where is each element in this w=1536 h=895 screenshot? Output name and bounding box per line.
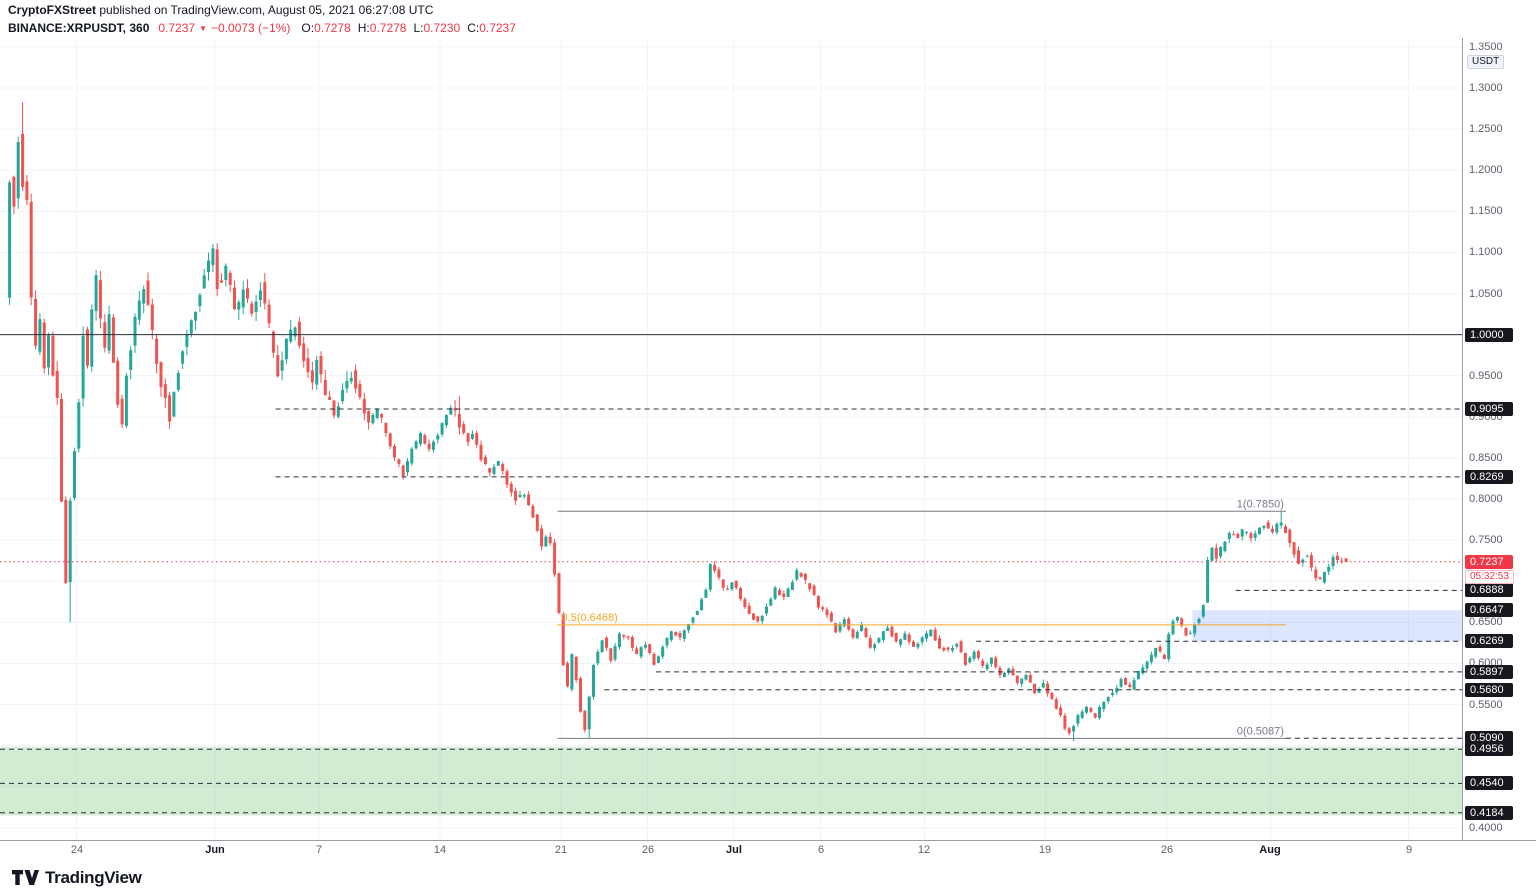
symbol-info-bar: BINANCE:XRPUSDT, 360 0.7237 ▼ −0.0073 (−… <box>8 18 523 38</box>
price-axis-label: 0.4000 <box>1469 822 1503 834</box>
time-axis-label: 24 <box>70 844 84 856</box>
time-axis-label: 9 <box>1405 844 1413 856</box>
price-axis-label: 0.9500 <box>1469 370 1503 382</box>
price-axis-label: 1.3500 <box>1469 41 1503 53</box>
grid <box>0 38 1462 840</box>
axis-corner <box>1462 840 1536 860</box>
time-axis-label: Aug <box>1259 844 1281 856</box>
price-level-badge: 0.6647 <box>1465 603 1513 617</box>
price-level-badge: 0.4540 <box>1465 776 1513 790</box>
time-axis-label: 7 <box>315 844 323 856</box>
blue-zone <box>1192 610 1462 642</box>
candlestick-chart[interactable]: 1(0.7850) 0.5(0.6468) 0(0.5087) <box>0 38 1462 840</box>
fib-label: 0(0.5087) <box>1237 725 1284 737</box>
price-axis-label: 0.8500 <box>1469 452 1503 464</box>
tradingview-logo-icon <box>12 869 39 885</box>
fib-retracement[interactable]: 1(0.7850) 0.5(0.6468) 0(0.5087) <box>557 498 1286 739</box>
publish-info: published on TradingView.com, August 05,… <box>99 3 434 17</box>
time-axis-label: 14 <box>433 844 447 856</box>
price-level-badge: 0.6269 <box>1465 634 1513 648</box>
price-axis-label: 1.3000 <box>1469 82 1503 94</box>
tradingview-logo[interactable]: TradingView <box>12 868 142 888</box>
publish-header: CryptoFXStreet published on TradingView.… <box>0 0 1536 18</box>
price-level-badge: 0.4956 <box>1465 742 1513 756</box>
candles <box>8 102 1348 742</box>
price-level-badge: 0.6888 <box>1465 583 1513 597</box>
time-axis-label: 12 <box>917 844 931 856</box>
fib-label: 1(0.7850) <box>1237 498 1284 510</box>
time-axis-label: Jun <box>205 844 225 856</box>
currency-unit-badge: USDT <box>1467 55 1505 69</box>
price-level-badge: 0.4184 <box>1465 806 1513 820</box>
price-axis-label: 1.0500 <box>1469 288 1503 300</box>
publisher-name: CryptoFXStreet <box>8 3 97 17</box>
footer: TradingView <box>0 860 1536 895</box>
price-axis-label: 1.2000 <box>1469 164 1503 176</box>
time-axis-label: 6 <box>817 844 825 856</box>
price-axis-label: 0.6500 <box>1469 616 1503 628</box>
time-axis-label: 26 <box>641 844 655 856</box>
price-level-badge: 0.5680 <box>1465 683 1513 697</box>
time-axis-label: 26 <box>1160 844 1174 856</box>
current-price-badge: 0.7237 <box>1465 555 1513 569</box>
fib-label: 0.5(0.6468) <box>562 612 618 624</box>
close-value: C:0.7237 <box>467 21 516 35</box>
price-level-badge: 0.8269 <box>1465 470 1513 484</box>
time-axis[interactable]: 24 Jun 7 14 21 26 Jul 6 12 19 26 Aug 9 <box>0 840 1462 860</box>
price-level-badge: 1.0000 <box>1465 328 1513 342</box>
time-axis-label: 19 <box>1038 844 1052 856</box>
price-axis-label: 1.1500 <box>1469 205 1503 217</box>
horizontal-levels[interactable] <box>0 334 1462 814</box>
price-axis-label: 0.5500 <box>1469 699 1503 711</box>
price-level-badge: 0.9095 <box>1465 402 1513 416</box>
low-value: L:0.7230 <box>413 21 461 35</box>
time-axis-label: 21 <box>554 844 568 856</box>
tradingview-brand-text: TradingView <box>45 867 142 887</box>
symbol-name[interactable]: BINANCE:XRPUSDT, 360 <box>8 21 150 35</box>
price-axis[interactable]: 1.3500 1.3000 1.2500 1.2000 1.1500 1.1000 1.05… <box>1462 38 1536 840</box>
price-change: −0.0073 (−1%) <box>211 21 291 35</box>
price-axis-label: 1.1000 <box>1469 246 1503 258</box>
green-zone <box>0 747 1462 816</box>
time-axis-label: Jul <box>726 844 742 856</box>
price-down-arrow-icon: ▼ <box>199 23 207 33</box>
high-value: H:0.7278 <box>357 21 407 35</box>
bar-close-countdown: 05:32:53 <box>1465 570 1514 584</box>
price-axis-label: 0.7500 <box>1469 534 1503 546</box>
price-axis-label: 1.2500 <box>1469 123 1503 135</box>
price-level-badge: 0.5897 <box>1465 665 1513 679</box>
zones <box>0 610 1462 816</box>
open-value: O:0.7278 <box>301 21 351 35</box>
last-price: 0.7237 <box>158 21 196 35</box>
price-level-badge: 0.5090 <box>1465 731 1513 745</box>
price-axis-label: 0.8000 <box>1469 493 1503 505</box>
